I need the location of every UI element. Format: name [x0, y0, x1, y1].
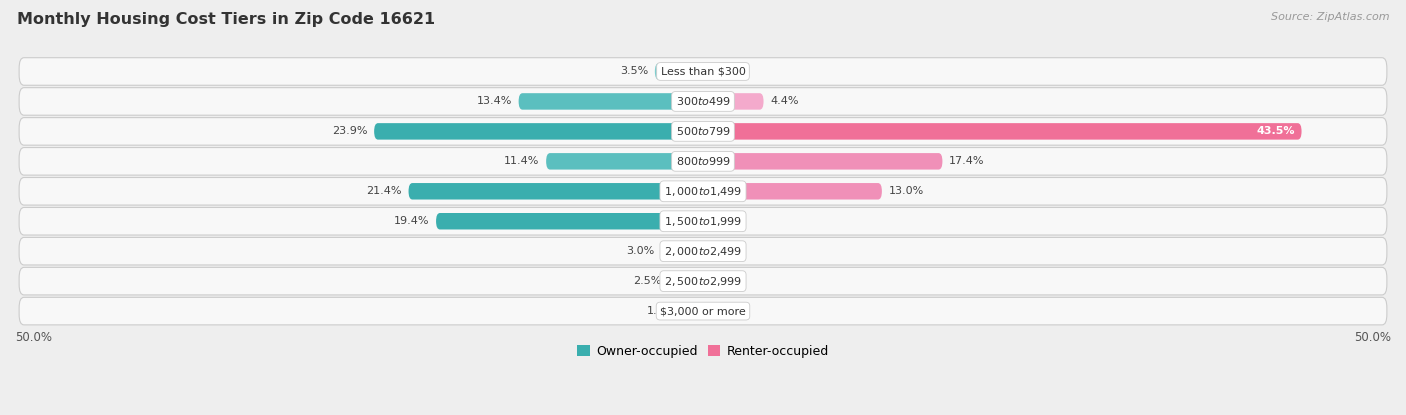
Text: 17.4%: 17.4%: [949, 156, 984, 166]
Text: 0.0%: 0.0%: [710, 216, 738, 226]
Text: 13.0%: 13.0%: [889, 186, 924, 196]
FancyBboxPatch shape: [20, 117, 1386, 145]
FancyBboxPatch shape: [20, 208, 1386, 235]
Text: Less than $300: Less than $300: [661, 66, 745, 76]
Text: 50.0%: 50.0%: [15, 331, 52, 344]
FancyBboxPatch shape: [409, 183, 703, 200]
FancyBboxPatch shape: [655, 63, 703, 80]
FancyBboxPatch shape: [436, 213, 703, 229]
Text: 2.5%: 2.5%: [633, 276, 662, 286]
FancyBboxPatch shape: [519, 93, 703, 110]
Text: $1,500 to $1,999: $1,500 to $1,999: [664, 215, 742, 228]
Legend: Owner-occupied, Renter-occupied: Owner-occupied, Renter-occupied: [572, 340, 834, 363]
Text: 3.0%: 3.0%: [627, 246, 655, 256]
Text: 21.4%: 21.4%: [366, 186, 402, 196]
Text: 3.5%: 3.5%: [620, 66, 648, 76]
Text: 1.5%: 1.5%: [647, 306, 675, 316]
FancyBboxPatch shape: [20, 297, 1386, 325]
Text: $2,000 to $2,499: $2,000 to $2,499: [664, 245, 742, 258]
FancyBboxPatch shape: [374, 123, 703, 139]
FancyBboxPatch shape: [703, 123, 1302, 139]
Text: 50.0%: 50.0%: [1354, 331, 1391, 344]
Text: 0.0%: 0.0%: [710, 246, 738, 256]
Text: 0.0%: 0.0%: [710, 306, 738, 316]
FancyBboxPatch shape: [682, 303, 703, 319]
Text: 4.4%: 4.4%: [770, 96, 799, 106]
Text: $500 to $799: $500 to $799: [675, 125, 731, 137]
FancyBboxPatch shape: [703, 153, 942, 170]
Text: Monthly Housing Cost Tiers in Zip Code 16621: Monthly Housing Cost Tiers in Zip Code 1…: [17, 12, 434, 27]
Text: $1,000 to $1,499: $1,000 to $1,499: [664, 185, 742, 198]
FancyBboxPatch shape: [20, 58, 1386, 85]
Text: $3,000 or more: $3,000 or more: [661, 306, 745, 316]
Text: $300 to $499: $300 to $499: [675, 95, 731, 107]
Text: Source: ZipAtlas.com: Source: ZipAtlas.com: [1271, 12, 1389, 22]
Text: 0.0%: 0.0%: [710, 276, 738, 286]
Text: $2,500 to $2,999: $2,500 to $2,999: [664, 275, 742, 288]
Text: 19.4%: 19.4%: [394, 216, 429, 226]
Text: 23.9%: 23.9%: [332, 127, 367, 137]
Text: 43.5%: 43.5%: [1256, 127, 1295, 137]
FancyBboxPatch shape: [20, 88, 1386, 115]
FancyBboxPatch shape: [703, 183, 882, 200]
Text: 11.4%: 11.4%: [503, 156, 540, 166]
FancyBboxPatch shape: [662, 243, 703, 259]
FancyBboxPatch shape: [669, 273, 703, 289]
FancyBboxPatch shape: [20, 178, 1386, 205]
Text: 13.4%: 13.4%: [477, 96, 512, 106]
FancyBboxPatch shape: [20, 267, 1386, 295]
FancyBboxPatch shape: [20, 237, 1386, 265]
Text: 0.0%: 0.0%: [710, 66, 738, 76]
FancyBboxPatch shape: [546, 153, 703, 170]
Text: $800 to $999: $800 to $999: [675, 155, 731, 167]
FancyBboxPatch shape: [703, 93, 763, 110]
FancyBboxPatch shape: [20, 148, 1386, 175]
